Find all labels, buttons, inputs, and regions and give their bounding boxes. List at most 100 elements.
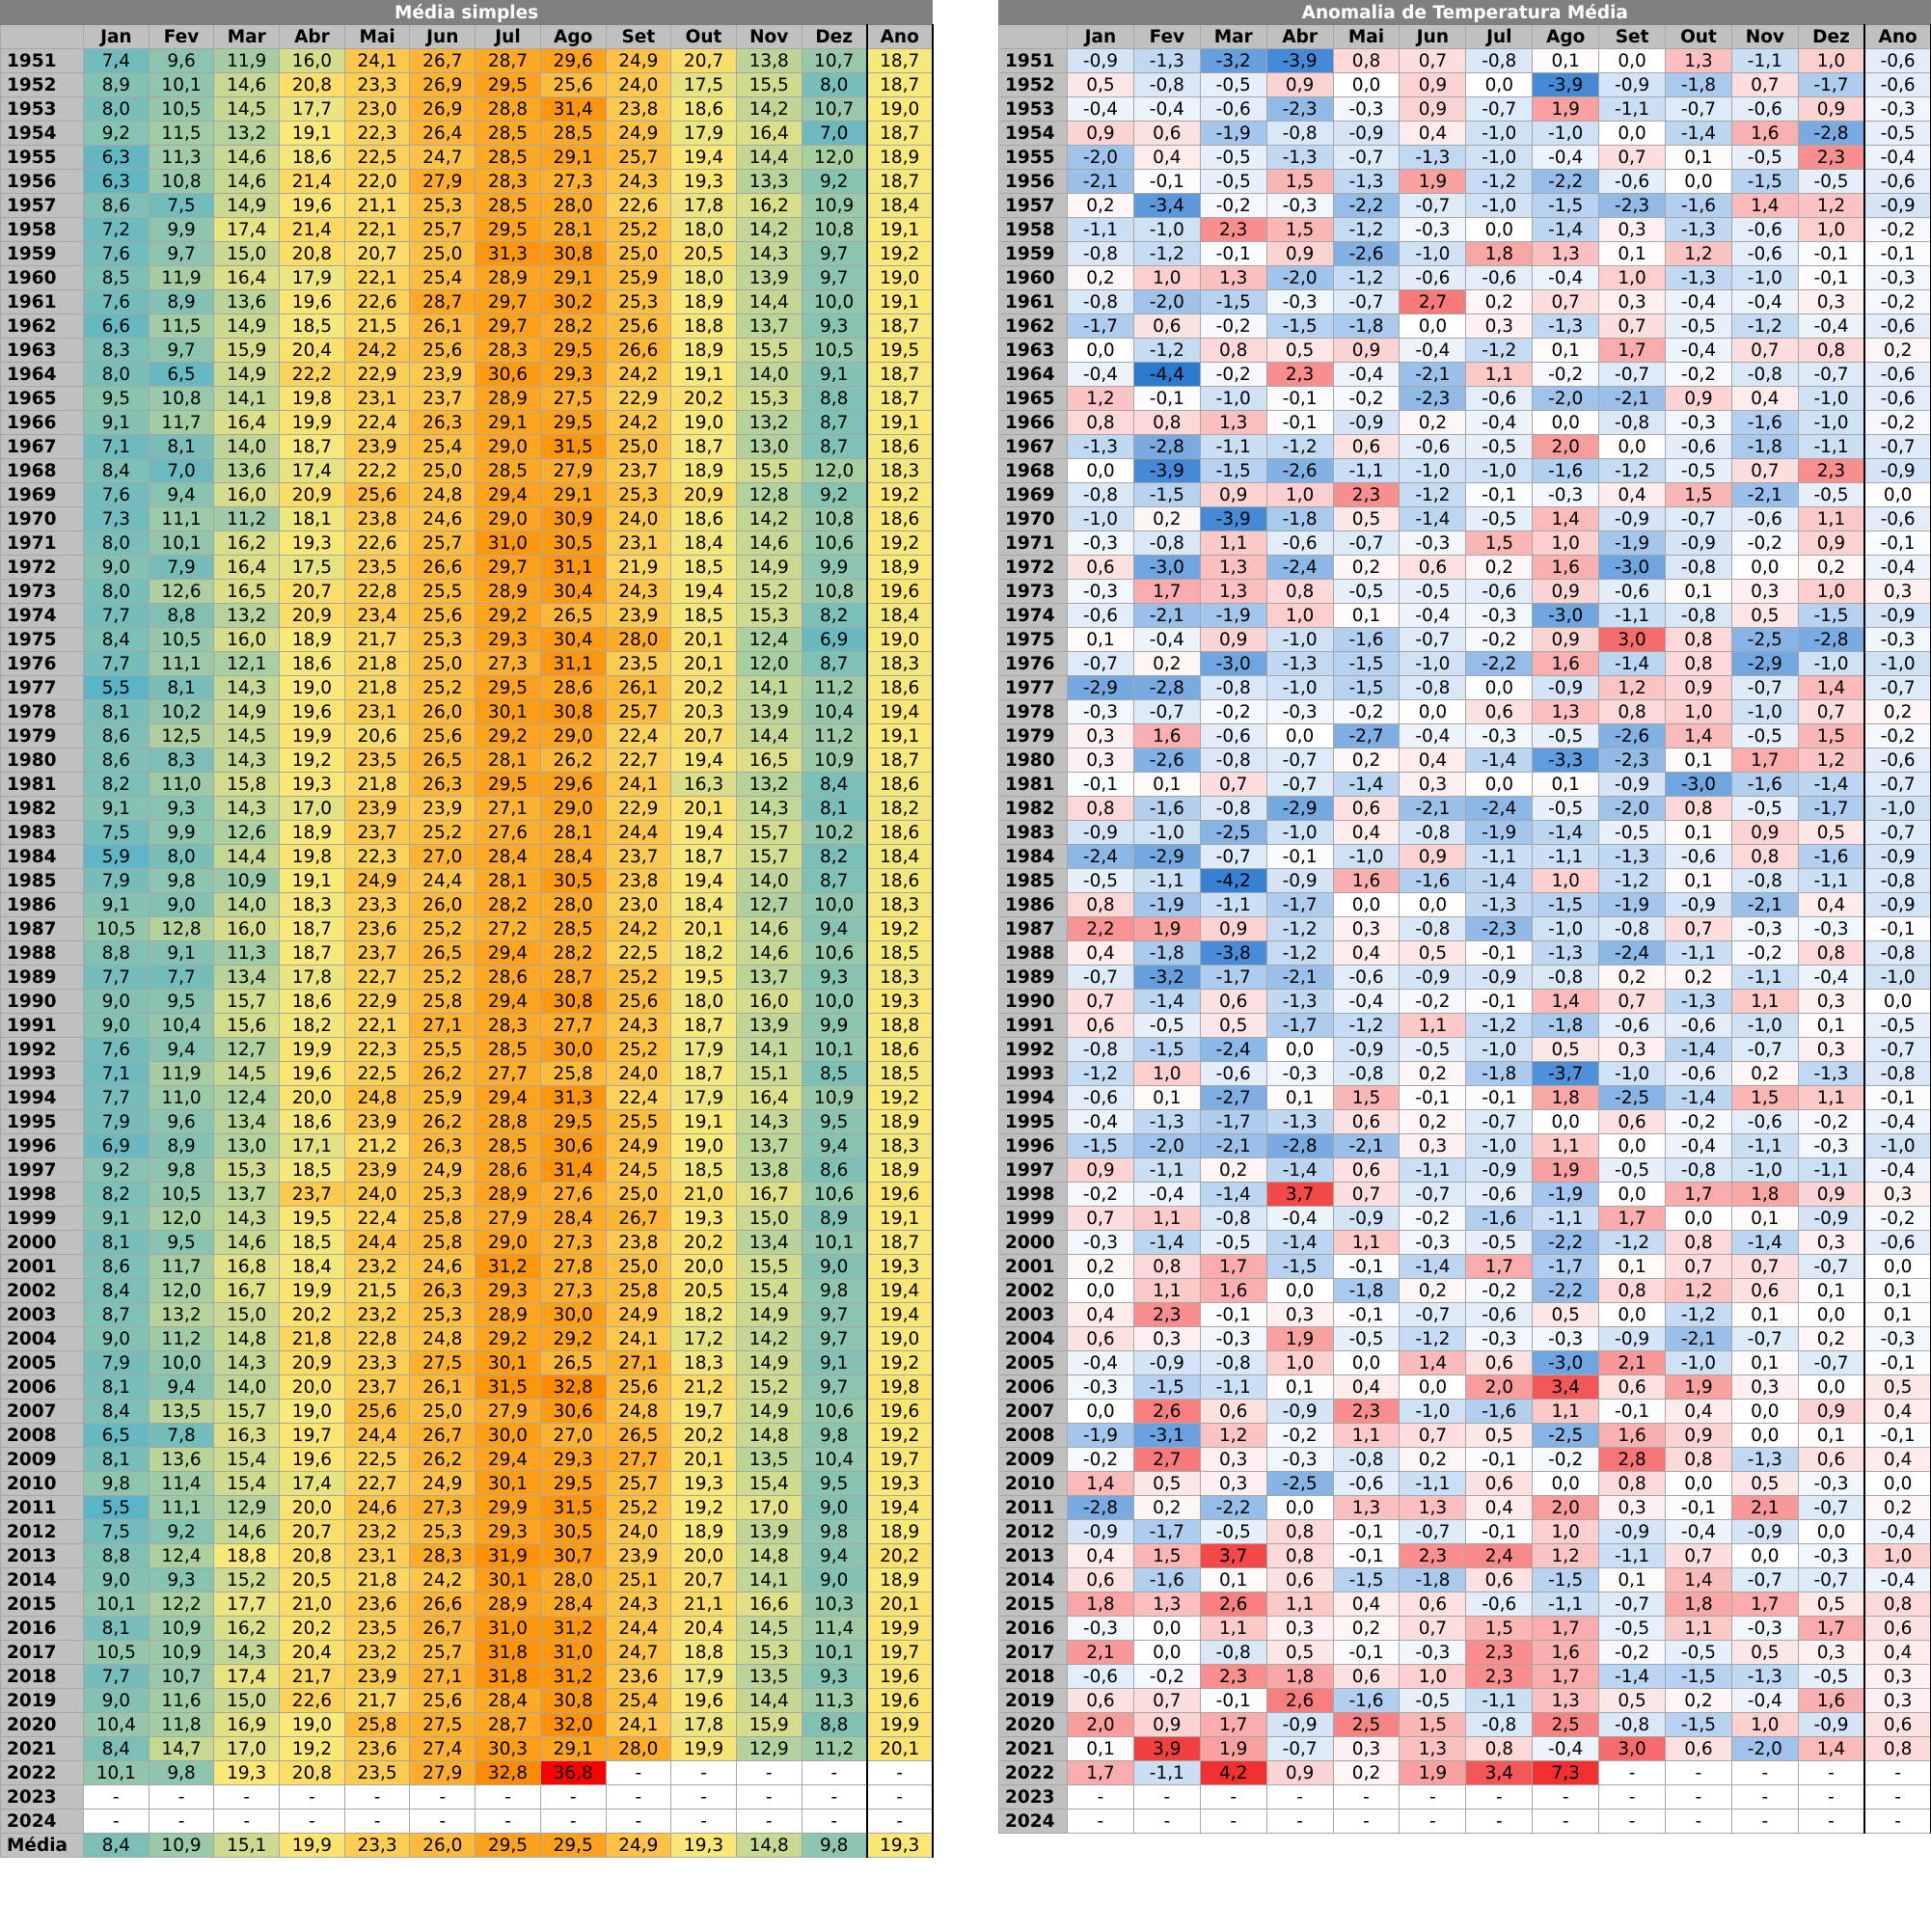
temp-mean-cell: 24,9 <box>605 1833 672 1858</box>
anomaly-cell: -2,1 <box>1399 796 1467 821</box>
temp-cell: 18,4 <box>865 603 934 628</box>
anomaly-cell: -0,7 <box>1399 193 1467 218</box>
temp-cell: 30,5 <box>539 1519 607 1544</box>
temp-cell: 23,3 <box>343 72 411 97</box>
anomaly-cell: -1,4 <box>1532 217 1600 242</box>
temp-cell: 18,9 <box>865 555 934 580</box>
temp-cell: 11,3 <box>148 145 215 170</box>
temp-cell: 25,3 <box>409 1519 476 1544</box>
anomaly-year-label: 1998 <box>998 1182 1068 1207</box>
temp-cell: 14,9 <box>213 193 281 218</box>
anomaly-cell: 0,0 <box>1465 72 1534 97</box>
anomaly-cell: -0,2 <box>1797 1109 1865 1134</box>
temp-cell: 20,6 <box>343 723 411 748</box>
anomaly-cell: 0,1 <box>1863 1302 1931 1327</box>
anomaly-year-label: 1957 <box>998 193 1068 218</box>
temp-cell: 25,7 <box>409 217 476 242</box>
anomaly-cell: -2,9 <box>1132 844 1201 869</box>
temp-cell: 10,4 <box>801 1447 868 1472</box>
anomaly-cell: -0,6 <box>1863 313 1931 339</box>
temp-year-label: 1974 <box>0 603 84 628</box>
temp-row: 1962 6,6 11,5 14,9 18,5 21,5 26,1 29,7 28,2 25,6 1… <box>0 313 934 339</box>
anomaly-cell: - <box>1863 1809 1931 1834</box>
anomaly-cell: -1,1 <box>1465 1688 1534 1713</box>
anomaly-cell: -0,3 <box>1265 699 1334 724</box>
temp-year-label: 1983 <box>0 820 84 845</box>
temp-row: 2024- - - - - - - - - - - - - <box>0 1809 934 1834</box>
temp-cell: 14,3 <box>213 675 281 700</box>
anomaly-cell: -0,7 <box>1399 1182 1467 1207</box>
anomaly-cell: -1,2 <box>1399 482 1467 507</box>
anomaly-cell: -0,7 <box>1665 96 1732 122</box>
temp-cell: 14,7 <box>148 1736 215 1761</box>
anomaly-cell: -1,6 <box>1399 868 1467 893</box>
anomaly-row: 1957 0,2 -3,4 -0,2 -0,3 -2,2 -0,7 -1,0 -1,5 -2,3-… <box>998 193 1931 218</box>
anomaly-year-label: 1971 <box>998 531 1068 556</box>
anomaly-row: 1997 0,9 -1,1 0,2 -1,4 0,6 -1,1 -0,9 1,9 -0,5 -0,8… <box>998 1157 1931 1183</box>
temp-cell: 18,6 <box>279 1109 345 1134</box>
temp-cell: 15,3 <box>735 1640 802 1665</box>
temp-cell: 24,3 <box>605 579 672 604</box>
anomaly-cell: -0,5 <box>1665 1640 1732 1665</box>
temp-cell: 24,4 <box>409 868 476 893</box>
anomaly-cell: -1,3 <box>1265 651 1334 676</box>
temp-year-label: 2018 <box>0 1664 84 1689</box>
temp-cell: 9,3 <box>148 796 215 821</box>
temp-cell: 24,0 <box>343 1182 411 1207</box>
temp-cell: 19,1 <box>279 121 345 146</box>
temp-cell: 25,6 <box>409 723 476 748</box>
anomaly-cell: -0,4 <box>1332 362 1401 387</box>
anomaly-year-label: 1994 <box>998 1085 1068 1110</box>
temp-cell: 17,8 <box>670 193 737 218</box>
anomaly-cell: -2,4 <box>1465 796 1534 821</box>
temp-cell: 22,5 <box>343 1061 411 1086</box>
temp-row: 2018 7,7 10,7 17,4 21,7 23,9 27,1 31,8 31,2 23,6 1… <box>0 1664 934 1689</box>
anomaly-cell: -0,5 <box>1199 145 1267 170</box>
anomaly-cell: 2,1 <box>1598 1350 1667 1375</box>
anomaly-cell: 0,0 <box>1067 338 1134 363</box>
anomaly-cell: 1,7 <box>1132 579 1201 604</box>
anomaly-row: 1998 -0,2 -0,4 -1,4 3,7 0,7 -0,7 -0,6 -1,9 0,0 1,7… <box>998 1182 1931 1207</box>
anomaly-cell: -0,1 <box>1863 1350 1931 1375</box>
anomaly-cell: 0,1 <box>1665 145 1732 170</box>
temp-cell: 9,2 <box>148 1519 215 1544</box>
temp-cell: 9,7 <box>801 1302 868 1327</box>
anomaly-cell: -1,0 <box>1465 193 1534 218</box>
temp-cell: 16,7 <box>735 1182 802 1207</box>
anomaly-cell: 0,8 <box>1465 1736 1534 1761</box>
temp-cell: 19,3 <box>865 1254 934 1279</box>
temp-cell: 19,1 <box>865 723 934 748</box>
anomaly-row: 1987 2,2 1,9 0,9 -1,2 0,3 -0,8 -2,3 -1,0 -0,8 0,7-… <box>998 916 1931 941</box>
temp-cell: 29,2 <box>475 603 541 628</box>
anomaly-cell: - <box>1863 1784 1931 1810</box>
temp-cell: 24,9 <box>605 48 672 73</box>
temp-cell: 25,4 <box>605 1688 672 1713</box>
anomaly-cell: -0,6 <box>1863 72 1931 97</box>
anomaly-cell: -0,7 <box>1863 772 1931 797</box>
anomaly-cell: 2,3 <box>1797 458 1865 483</box>
temp-cell: 12,8 <box>735 482 802 507</box>
anomaly-cell: -2,6 <box>1598 723 1667 748</box>
anomaly-cell: 0,6 <box>1067 1567 1134 1592</box>
anomaly-cell: 0,8 <box>1665 1230 1732 1255</box>
anomaly-cell: -0,7 <box>1265 748 1334 773</box>
temp-cell: 31,3 <box>475 241 541 266</box>
temp-cell: 15,4 <box>735 1278 802 1303</box>
temp-cell: 18,0 <box>670 989 737 1014</box>
anomaly-cell: 0,2 <box>1332 1616 1401 1641</box>
temp-cell: 28,5 <box>475 1037 541 1062</box>
anomaly-cell: 0,0 <box>1532 1471 1600 1496</box>
anomaly-cell: -1,2 <box>1265 916 1334 941</box>
temp-cell: 14,9 <box>735 1399 802 1424</box>
temp-cell: 18,8 <box>670 1640 737 1665</box>
anomaly-cell: 0,6 <box>1067 1326 1134 1351</box>
temp-cell: 12,6 <box>148 579 215 604</box>
temp-cell: 9,9 <box>801 555 868 580</box>
anomaly-cell: 3,4 <box>1465 1760 1534 1785</box>
anomaly-cell: -3,0 <box>1598 555 1667 580</box>
anomaly-cell: -0,6 <box>1598 1013 1667 1038</box>
temp-cell: 24,8 <box>409 482 476 507</box>
temp-row: 1999 9,1 12,0 14,3 19,5 22,4 25,8 27,9 28,4 26,7 1… <box>0 1206 934 1231</box>
anomaly-cell: 0,3 <box>1730 1374 1799 1400</box>
anomaly-cell: 0,0 <box>1598 434 1667 459</box>
